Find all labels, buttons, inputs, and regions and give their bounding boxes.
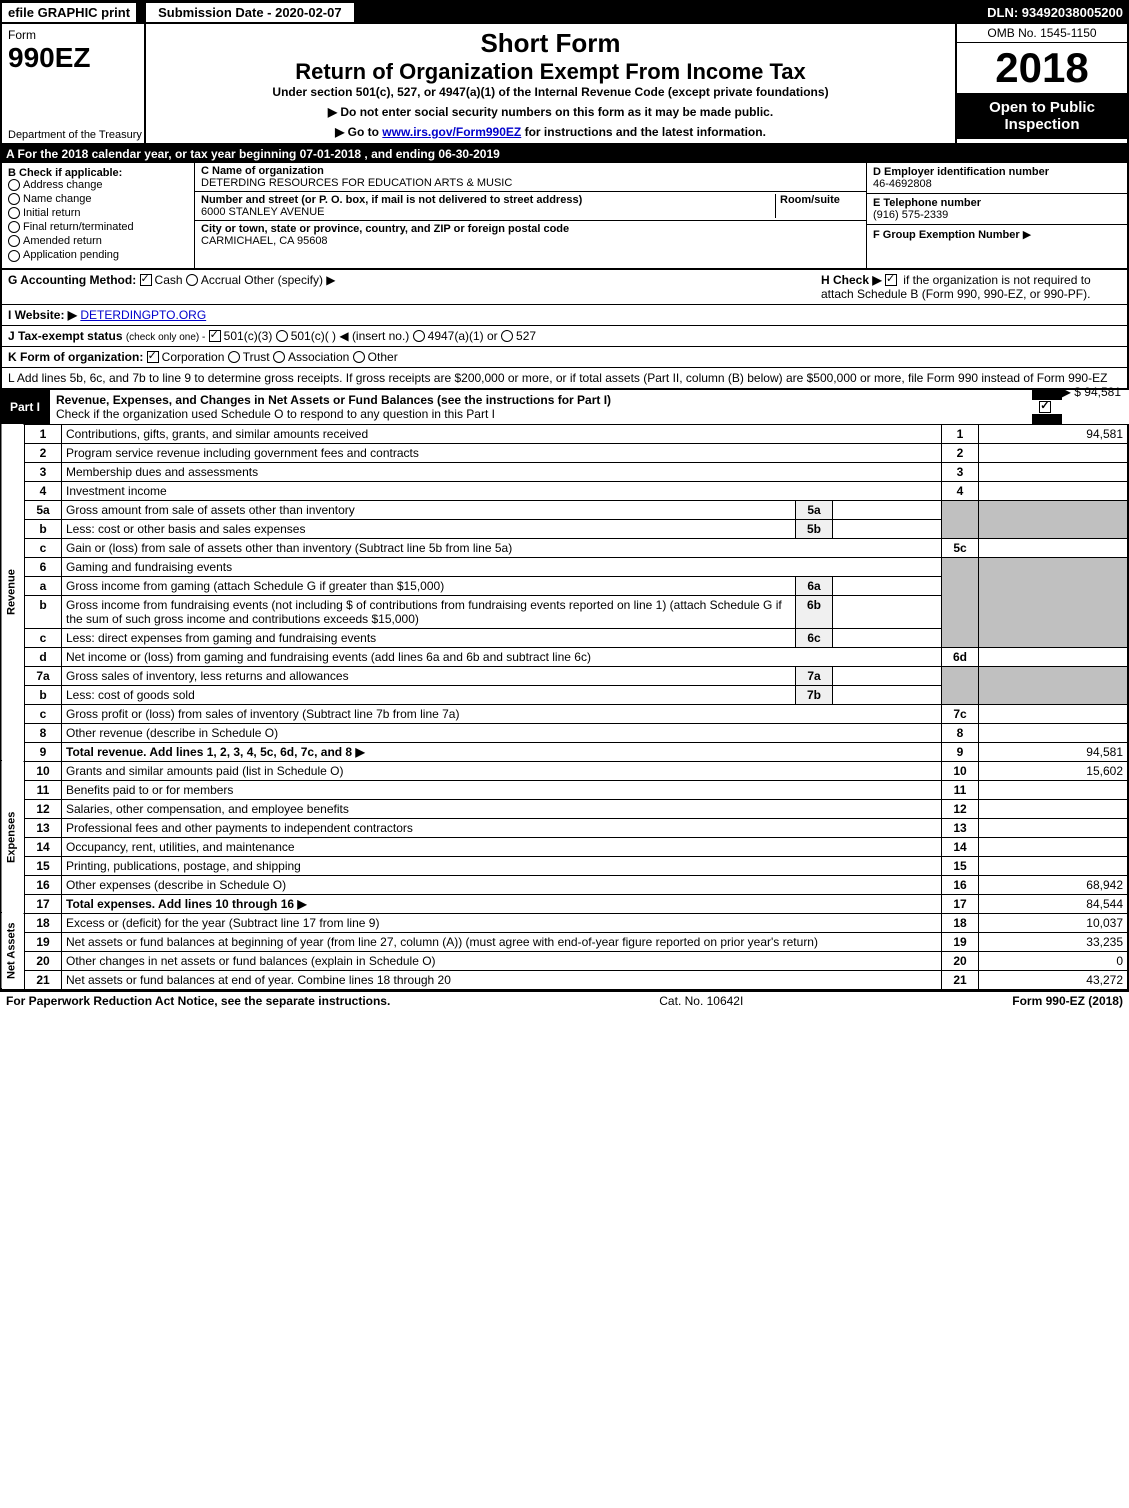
- footer-left: For Paperwork Reduction Act Notice, see …: [6, 994, 390, 1008]
- g-cash-check[interactable]: [140, 274, 152, 286]
- j-note: (check only one) -: [126, 332, 205, 343]
- top-bar: efile GRAPHIC print Submission Date - 20…: [0, 0, 1129, 24]
- org-street: 6000 STANLEY AVENUE: [201, 206, 325, 218]
- form-left-block: Form 990EZ Department of the Treasury: [2, 24, 146, 143]
- check-pending[interactable]: Application pending: [8, 249, 188, 261]
- part1-checkline: Check if the organization used Schedule …: [56, 407, 495, 421]
- k-assoc[interactable]: [273, 351, 285, 363]
- ein-value: 46-4692808: [873, 178, 932, 190]
- line17-val: 84,544: [979, 894, 1129, 913]
- check-amended[interactable]: Amended return: [8, 235, 188, 247]
- section-i: I Website: ▶ DETERDINGPTO.ORG: [0, 305, 1129, 326]
- dln-label: DLN: 93492038005200: [987, 5, 1129, 20]
- c-city-label: City or town, state or province, country…: [201, 223, 569, 235]
- j-527[interactable]: [501, 330, 513, 342]
- line9-val: 94,581: [979, 742, 1129, 761]
- title-short-form: Short Form: [156, 28, 945, 59]
- f-arrow: ▶: [1023, 229, 1031, 241]
- efile-label[interactable]: efile GRAPHIC print: [0, 1, 138, 24]
- e-label: E Telephone number: [873, 197, 981, 209]
- section-gh: G Accounting Method: Cash Accrual Other …: [0, 270, 1129, 305]
- line20-val: 0: [979, 951, 1129, 970]
- form-center-block: Short Form Return of Organization Exempt…: [146, 24, 955, 143]
- note-goto: ▶ Go to www.irs.gov/Form990EZ for instru…: [156, 125, 945, 139]
- line18-val: 10,037: [979, 913, 1129, 932]
- period-end: 06-30-2019: [438, 147, 499, 161]
- check-name[interactable]: Name change: [8, 193, 188, 205]
- side-expenses: Expenses: [1, 761, 25, 913]
- section-b: B Check if applicable: Address change Na…: [2, 163, 195, 268]
- form-header: Form 990EZ Department of the Treasury Sh…: [0, 24, 1129, 145]
- part1-title: Revenue, Expenses, and Changes in Net As…: [50, 390, 1032, 424]
- submission-date: Submission Date - 2020-02-07: [144, 1, 356, 24]
- l-amount: ▶ $ 94,581: [1062, 385, 1121, 399]
- form-word: Form: [8, 28, 138, 42]
- j-label: J Tax-exempt status: [8, 329, 123, 343]
- note-ssn: ▶ Do not enter social security numbers o…: [156, 105, 945, 119]
- period-mid: , and ending: [364, 147, 438, 161]
- open-inspection: Open to Public Inspection: [957, 93, 1127, 139]
- g-accrual-check[interactable]: [186, 274, 198, 286]
- period-begin: 07-01-2018: [300, 147, 361, 161]
- note-goto-post: for instructions and the latest informat…: [521, 125, 766, 139]
- part1-label: Part I: [0, 397, 50, 417]
- footer-right: Form 990-EZ (2018): [1012, 994, 1123, 1008]
- line21-val: 43,272: [979, 970, 1129, 989]
- note-goto-pre: ▶ Go to: [335, 125, 382, 139]
- room-label: Room/suite: [780, 194, 840, 206]
- k-trust[interactable]: [228, 351, 240, 363]
- website-link[interactable]: DETERDINGPTO.ORG: [80, 308, 206, 322]
- period-row: A For the 2018 calendar year, or tax yea…: [0, 145, 1129, 163]
- section-b-label: B Check if applicable:: [8, 167, 188, 179]
- c-name-label: C Name of organization: [201, 165, 324, 177]
- org-name: DETERDING RESOURCES FOR EDUCATION ARTS &…: [201, 177, 512, 189]
- part1-table: Revenue 1Contributions, gifts, grants, a…: [0, 424, 1129, 990]
- dept-treasury: Department of the Treasury: [8, 129, 142, 141]
- k-label: K Form of organization:: [8, 350, 143, 364]
- line16-val: 68,942: [979, 875, 1129, 894]
- section-c: C Name of organization DETERDING RESOURC…: [195, 163, 866, 268]
- k-other[interactable]: [353, 351, 365, 363]
- title-return: Return of Organization Exempt From Incom…: [156, 59, 945, 85]
- part1-checkbox[interactable]: [1032, 400, 1062, 414]
- d-label: D Employer identification number: [873, 166, 1049, 178]
- section-l: L Add lines 5b, 6c, and 7b to line 9 to …: [0, 368, 1129, 390]
- k-corp[interactable]: [147, 351, 159, 363]
- j-501c[interactable]: [276, 330, 288, 342]
- check-initial[interactable]: Initial return: [8, 207, 188, 219]
- tax-year: 2018: [957, 43, 1127, 93]
- info-block: B Check if applicable: Address change Na…: [0, 163, 1129, 270]
- phone-value: (916) 575-2339: [873, 209, 948, 221]
- form-right-block: OMB No. 1545-1150 2018 Open to Public In…: [955, 24, 1127, 143]
- section-k: K Form of organization: Corporation Trus…: [0, 347, 1129, 368]
- form-number: 990EZ: [8, 42, 138, 74]
- f-label: F Group Exemption Number: [873, 229, 1020, 241]
- line10-val: 15,602: [979, 761, 1129, 780]
- c-street-label: Number and street (or P. O. box, if mail…: [201, 194, 582, 206]
- line1-val: 94,581: [979, 424, 1129, 443]
- h-label: H Check ▶: [821, 273, 882, 287]
- check-address[interactable]: Address change: [8, 179, 188, 191]
- footer: For Paperwork Reduction Act Notice, see …: [0, 990, 1129, 1010]
- i-label: I Website: ▶: [8, 308, 77, 322]
- g-label: G Accounting Method:: [8, 273, 136, 287]
- section-j: J Tax-exempt status (check only one) - 5…: [0, 326, 1129, 347]
- part1-header: Part I Revenue, Expenses, and Changes in…: [0, 390, 1062, 424]
- section-def: D Employer identification number 46-4692…: [866, 163, 1127, 268]
- check-final[interactable]: Final return/terminated: [8, 221, 188, 233]
- side-revenue: Revenue: [1, 424, 25, 761]
- period-pre: A For the 2018 calendar year, or tax yea…: [6, 147, 300, 161]
- h-check[interactable]: [885, 274, 897, 286]
- l-text: L Add lines 5b, 6c, and 7b to line 9 to …: [8, 371, 1107, 385]
- subtitle: Under section 501(c), 527, or 4947(a)(1)…: [156, 85, 945, 99]
- side-netassets: Net Assets: [1, 913, 25, 989]
- line19-val: 33,235: [979, 932, 1129, 951]
- omb-number: OMB No. 1545-1150: [957, 24, 1127, 43]
- j-501c3[interactable]: [209, 330, 221, 342]
- j-4947[interactable]: [413, 330, 425, 342]
- irs-link[interactable]: www.irs.gov/Form990EZ: [382, 125, 521, 139]
- footer-center: Cat. No. 10642I: [659, 994, 743, 1008]
- org-city: CARMICHAEL, CA 95608: [201, 235, 328, 247]
